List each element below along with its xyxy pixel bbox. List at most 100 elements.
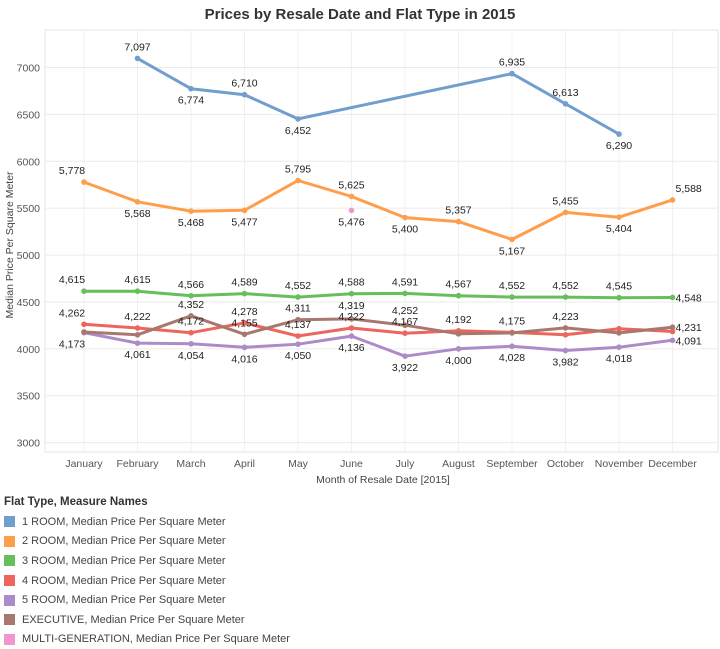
data-label: 4,028 xyxy=(499,352,525,364)
series-line xyxy=(136,56,621,136)
legend: Flat Type, Measure Names 1 ROOM, Median … xyxy=(4,496,404,649)
data-label: 4,567 xyxy=(445,279,471,291)
data-label: 4,278 xyxy=(231,306,257,318)
data-point xyxy=(616,131,622,137)
data-label: 4,155 xyxy=(231,317,257,329)
series-line xyxy=(82,314,674,337)
data-label: 5,476 xyxy=(338,216,364,228)
data-point xyxy=(81,329,87,335)
data-point xyxy=(295,341,301,347)
legend-swatch xyxy=(4,555,15,567)
data-point xyxy=(562,325,569,331)
data-point xyxy=(669,328,676,335)
data-point xyxy=(402,353,408,359)
data-point xyxy=(509,294,515,300)
data-label: 5,795 xyxy=(285,164,311,176)
x-tick-label: November xyxy=(595,458,644,470)
data-point xyxy=(509,330,515,336)
data-label: 4,222 xyxy=(338,311,364,323)
data-label: 5,455 xyxy=(552,195,578,207)
data-point xyxy=(669,197,676,203)
data-label: 5,400 xyxy=(392,224,418,236)
y-tick-label: 6500 xyxy=(17,109,41,121)
data-point xyxy=(134,325,141,331)
data-point xyxy=(295,333,301,339)
y-tick-label: 4000 xyxy=(17,344,41,356)
data-point xyxy=(669,294,676,301)
legend-item[interactable]: 1 ROOM, Median Price Per Square Meter xyxy=(4,512,404,532)
chart-title: Prices by Resale Date and Flat Type in 2… xyxy=(204,6,516,23)
legend-item[interactable]: EXECUTIVE, Median Price Per Square Meter xyxy=(4,610,404,630)
data-label: 5,778 xyxy=(59,165,85,177)
x-tick-label: May xyxy=(288,458,309,470)
data-label: 4,615 xyxy=(59,274,85,286)
data-point xyxy=(562,294,569,300)
x-tick-label: January xyxy=(65,458,103,470)
legend-swatch xyxy=(4,614,15,626)
data-label: 4,545 xyxy=(606,281,632,293)
data-label: 6,613 xyxy=(552,87,578,99)
data-point xyxy=(348,325,355,331)
data-point xyxy=(402,214,408,221)
data-point xyxy=(562,101,569,107)
data-point xyxy=(188,85,194,92)
data-label: 4,231 xyxy=(676,322,702,334)
legend-swatch xyxy=(4,594,15,606)
data-point xyxy=(509,70,515,77)
series-line xyxy=(82,289,674,300)
legend-label: 4 ROOM, Median Price Per Square Meter xyxy=(22,574,226,587)
legend-label: 1 ROOM, Median Price Per Square Meter xyxy=(22,515,226,528)
y-tick-label: 6000 xyxy=(17,156,41,168)
data-point xyxy=(562,331,569,338)
data-label: 6,290 xyxy=(606,140,632,152)
legend-swatch xyxy=(4,516,15,528)
data-point xyxy=(241,331,248,338)
legend-swatch xyxy=(4,575,15,587)
data-point xyxy=(134,288,141,294)
chart-plot: 3000 3500 4000 4500 5000 5500 6000 6500 7000 Jan… xyxy=(4,29,719,486)
series-line xyxy=(82,179,674,241)
data-point xyxy=(188,340,194,347)
data-label: 4,016 xyxy=(231,353,257,365)
data-point xyxy=(509,236,515,243)
data-label: 5,477 xyxy=(231,216,257,228)
gridlines xyxy=(44,29,719,453)
data-label: 4,352 xyxy=(178,299,204,311)
y-tick-label: 7000 xyxy=(17,63,41,75)
legend-item[interactable]: MULTI-GENERATION, Median Price Per Squar… xyxy=(4,630,404,649)
data-label: 5,625 xyxy=(338,179,364,191)
x-tick-label: July xyxy=(396,458,415,470)
data-label: 4,222 xyxy=(124,311,150,323)
data-label: 4,311 xyxy=(285,303,311,315)
data-label: 4,548 xyxy=(676,292,702,304)
x-axis-title: Month of Resale Date [2015] xyxy=(316,474,450,486)
data-label: 5,167 xyxy=(499,245,525,257)
x-tick-label: October xyxy=(547,458,585,470)
data-label: 5,357 xyxy=(445,205,471,217)
data-point xyxy=(134,55,141,62)
data-label: 4,319 xyxy=(338,300,364,312)
legend-item[interactable]: 4 ROOM, Median Price Per Square Meter xyxy=(4,571,404,591)
data-label: 4,552 xyxy=(552,280,578,292)
data-point xyxy=(616,214,622,220)
data-point xyxy=(402,322,408,329)
data-point xyxy=(81,179,87,185)
x-tick-label: December xyxy=(648,458,697,470)
data-point xyxy=(295,294,301,300)
data-point xyxy=(134,340,141,346)
data-point xyxy=(134,331,141,338)
data-label: 4,172 xyxy=(178,316,204,328)
legend-item[interactable]: 2 ROOM, Median Price Per Square Meter xyxy=(4,532,404,552)
data-label: 4,173 xyxy=(59,339,85,351)
data-label: 5,468 xyxy=(178,217,204,229)
data-label: 4,137 xyxy=(285,319,311,331)
data-point xyxy=(188,208,194,214)
legend-item[interactable]: 3 ROOM, Median Price Per Square Meter xyxy=(4,551,404,571)
data-label: 4,252 xyxy=(392,305,418,317)
legend-item[interactable]: 5 ROOM, Median Price Per Square Meter xyxy=(4,590,404,610)
y-axis-ticks: 3000 3500 4000 4500 5000 5500 6000 6500 7000 xyxy=(17,63,41,450)
x-tick-label: March xyxy=(176,458,205,470)
data-label: 6,452 xyxy=(285,125,311,137)
data-point xyxy=(455,346,462,352)
x-axis-ticks: January February March April May June July Augu… xyxy=(65,458,697,470)
